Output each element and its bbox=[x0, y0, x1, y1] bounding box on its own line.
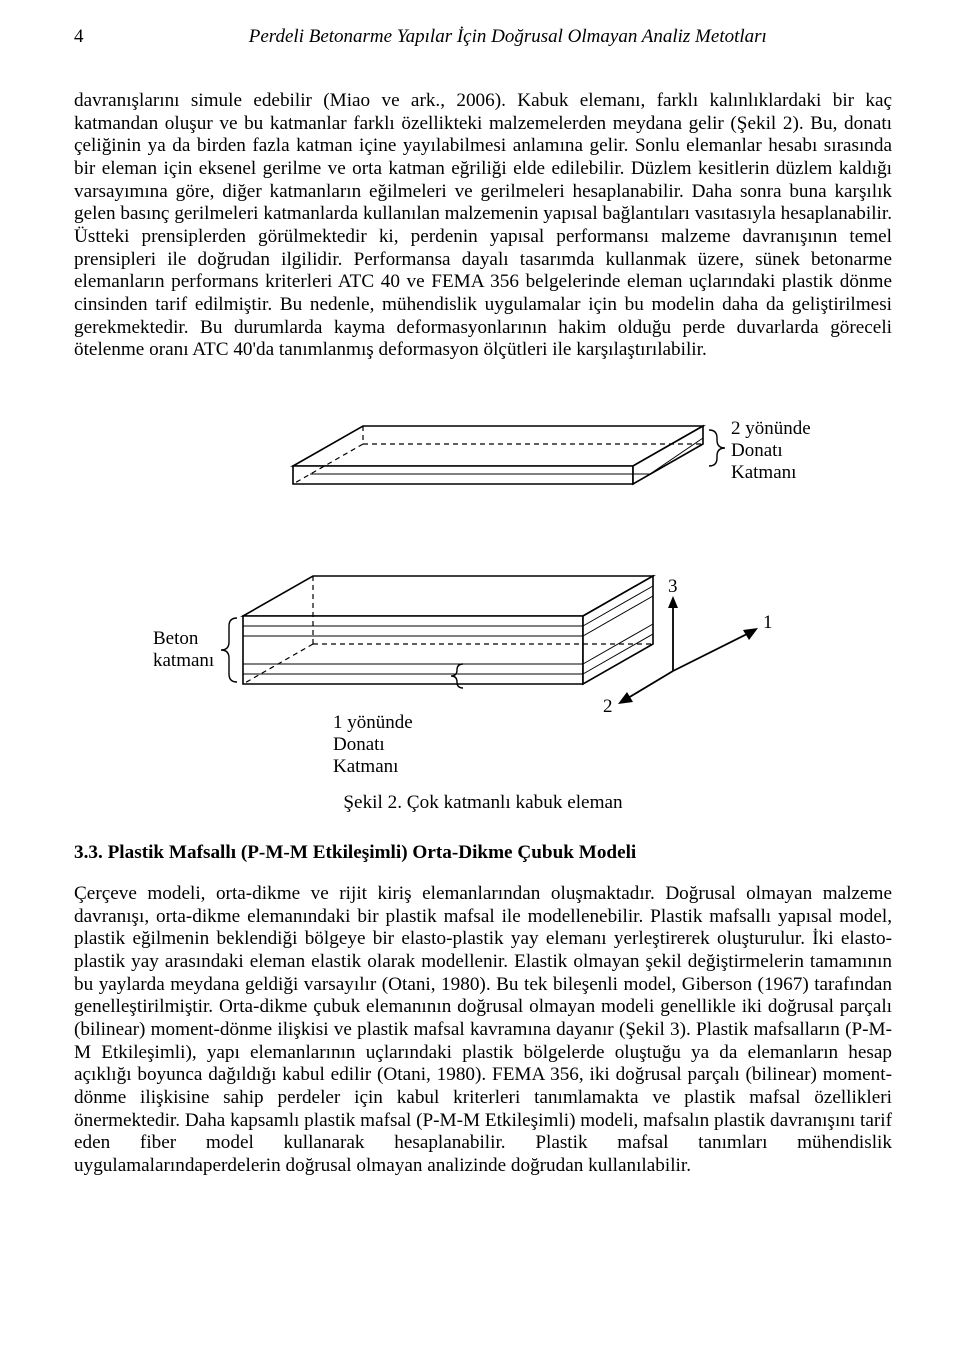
section-heading: 3.3. Plastik Mafsallı (P-M-M Etkileşimli… bbox=[74, 842, 892, 864]
running-header: 4 Perdeli Betonarme Yapılar İçin Doğrusa… bbox=[74, 26, 892, 48]
label-bottom-1: 1 yönünde bbox=[333, 712, 413, 733]
label-top-right-2: Donatı bbox=[731, 440, 783, 461]
axis-2-label: 2 bbox=[603, 696, 613, 717]
figure-2: 2 yönünde Donatı Katmanı Beton katmanı 1… bbox=[74, 406, 892, 814]
label-bottom-2: Donatı bbox=[333, 734, 385, 755]
label-bottom-3: Katmanı bbox=[333, 756, 398, 777]
axis-3-label: 3 bbox=[668, 576, 678, 597]
label-left-2: katmanı bbox=[153, 650, 214, 671]
page-number: 4 bbox=[74, 26, 244, 48]
label-top-right-3: Katmanı bbox=[731, 462, 796, 483]
label-left-1: Beton bbox=[153, 628, 199, 649]
paragraph-1: davranışlarını simule edebilir (Miao ve … bbox=[74, 90, 892, 362]
layered-shell-diagram: 2 yönünde Donatı Katmanı Beton katmanı 1… bbox=[113, 406, 853, 786]
running-title: Perdeli Betonarme Yapılar İçin Doğrusal … bbox=[249, 26, 767, 47]
page: 4 Perdeli Betonarme Yapılar İçin Doğrusa… bbox=[0, 0, 960, 1237]
paragraph-2: Çerçeve modeli, orta-dikme ve rijit kiri… bbox=[74, 883, 892, 1178]
figure-caption: Şekil 2. Çok katmanlı kabuk eleman bbox=[74, 792, 892, 814]
axis-1-label: 1 bbox=[763, 612, 773, 633]
label-top-right-1: 2 yönünde bbox=[731, 418, 811, 439]
